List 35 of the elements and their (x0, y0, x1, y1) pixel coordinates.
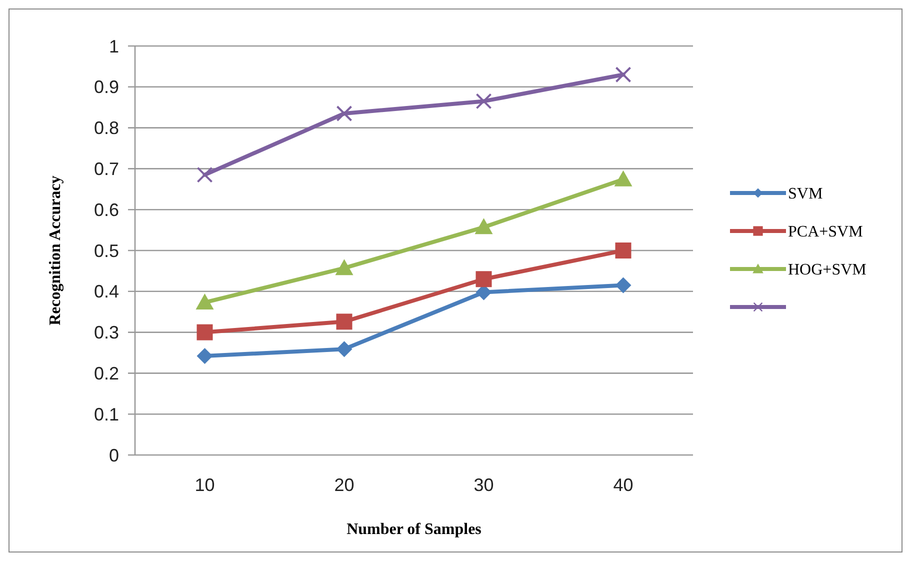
point (196, 166, 213, 183)
x-tick-label: 10 (194, 475, 215, 495)
legend-label: PCA+SVM (788, 224, 863, 241)
point (615, 277, 632, 294)
y-tick-label: 0.5 (94, 240, 119, 261)
y-tick-label: 0.8 (94, 118, 119, 138)
point (196, 324, 213, 340)
point (336, 105, 352, 122)
x-tick-label: 20 (334, 475, 354, 495)
x-tick-label: 30 (474, 475, 494, 495)
legend-label: SVM (788, 186, 823, 203)
point (615, 242, 632, 258)
y-tick-label: 0.3 (94, 322, 119, 343)
point (615, 66, 632, 83)
point (336, 314, 352, 330)
point (335, 259, 354, 276)
point (476, 93, 492, 110)
y-tick-label: 0 (108, 445, 119, 466)
legend-label: HOG+SVM (788, 262, 866, 279)
y-tick-label: 0.1 (94, 404, 119, 424)
point (196, 293, 214, 310)
point (336, 341, 352, 358)
y-tick-label: 0.7 (94, 159, 119, 179)
point (196, 348, 213, 364)
y-axis-title: Recognition Accuracy (47, 176, 64, 326)
x-axis-title: Number of Samples (346, 521, 482, 538)
point (614, 170, 632, 186)
point (476, 271, 492, 288)
y-tick-label: 0.6 (94, 200, 119, 220)
y-tick-label: 0.2 (94, 364, 119, 384)
x-tick-label: 40 (613, 475, 634, 495)
y-tick-label: 1 (108, 36, 119, 56)
y-tick-label: 0.4 (94, 282, 119, 302)
y-tick-label: 0.9 (94, 77, 119, 98)
point (474, 218, 493, 234)
